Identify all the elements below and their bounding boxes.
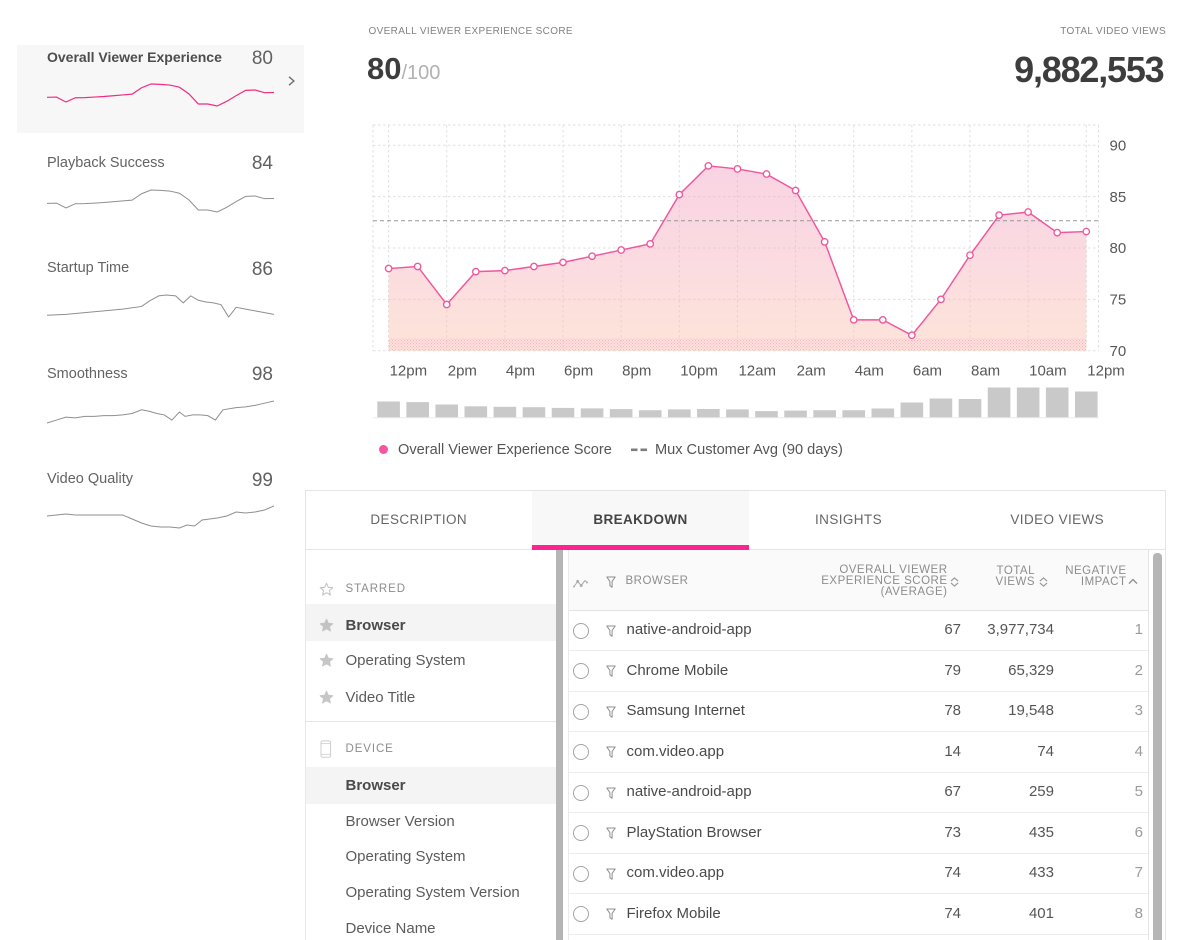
svg-text:4am: 4am xyxy=(855,363,884,380)
svg-text:6am: 6am xyxy=(913,363,942,380)
svg-text:12pm: 12pm xyxy=(390,363,428,380)
svg-text:8pm: 8pm xyxy=(622,363,651,380)
svg-text:85: 85 xyxy=(1110,189,1127,206)
svg-text:6pm: 6pm xyxy=(564,363,593,380)
svg-text:75: 75 xyxy=(1110,292,1127,309)
svg-text:2am: 2am xyxy=(797,363,826,380)
svg-text:2pm: 2pm xyxy=(448,363,477,380)
svg-text:12am: 12am xyxy=(738,363,776,380)
svg-text:8am: 8am xyxy=(971,363,1000,380)
svg-text:80: 80 xyxy=(1110,240,1127,257)
svg-text:4pm: 4pm xyxy=(506,363,535,380)
svg-text:12pm: 12pm xyxy=(1087,363,1125,380)
svg-text:10pm: 10pm xyxy=(680,363,718,380)
svg-text:90: 90 xyxy=(1110,138,1127,155)
svg-text:10am: 10am xyxy=(1029,363,1067,380)
svg-text:70: 70 xyxy=(1110,343,1127,360)
